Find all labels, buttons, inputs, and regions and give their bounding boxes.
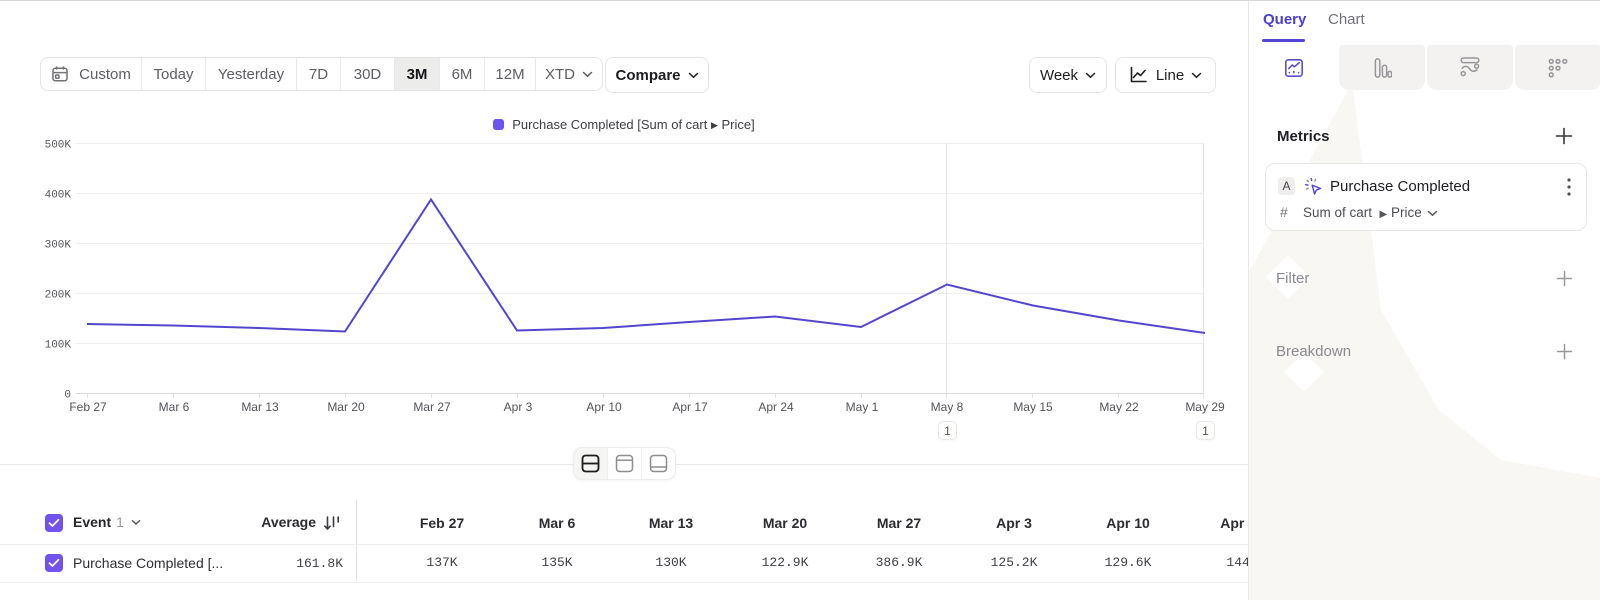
svg-text:200K: 200K — [45, 290, 72, 302]
svg-text:May 1: May 1 — [846, 400, 879, 414]
svg-text:400K: 400K — [45, 190, 72, 202]
svg-text:Mar 13: Mar 13 — [241, 400, 279, 414]
svg-text:100K: 100K — [45, 340, 72, 352]
svg-text:Mar 20: Mar 20 — [327, 400, 365, 414]
svg-text:300K: 300K — [45, 240, 72, 252]
svg-text:Apr 3: Apr 3 — [504, 400, 533, 414]
svg-text:Apr 10: Apr 10 — [586, 400, 622, 414]
svg-text:0: 0 — [64, 390, 71, 402]
svg-text:Apr 24: Apr 24 — [758, 400, 794, 414]
svg-text:May 15: May 15 — [1013, 400, 1053, 414]
svg-text:Mar 27: Mar 27 — [413, 400, 451, 414]
svg-text:500K: 500K — [45, 140, 72, 152]
svg-text:Feb 27: Feb 27 — [69, 400, 107, 414]
svg-text:May 22: May 22 — [1099, 400, 1139, 414]
svg-text:Mar 6: Mar 6 — [159, 400, 190, 414]
svg-text:Apr 17: Apr 17 — [672, 400, 708, 414]
svg-text:May 29: May 29 — [1185, 400, 1225, 414]
svg-text:May 8: May 8 — [931, 400, 964, 414]
